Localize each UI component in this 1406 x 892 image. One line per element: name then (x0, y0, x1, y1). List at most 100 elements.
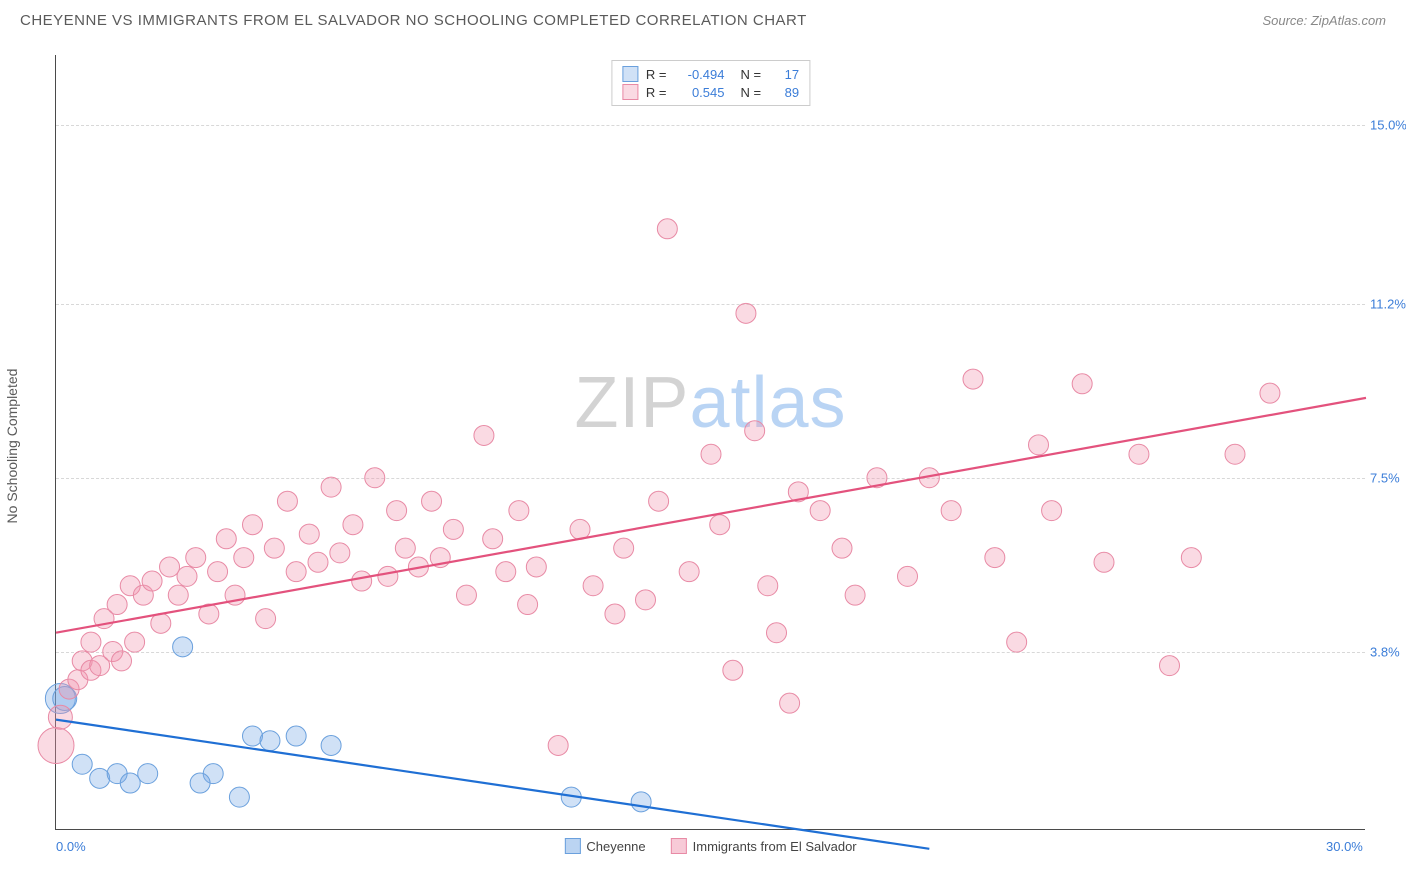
y-axis-label: No Schooling Completed (4, 369, 20, 524)
data-point (107, 595, 127, 615)
trend-line (56, 720, 929, 849)
data-point (1225, 444, 1245, 464)
y-tick-label: 15.0% (1370, 118, 1406, 133)
data-point (745, 421, 765, 441)
data-point (1160, 656, 1180, 676)
data-point (1072, 374, 1092, 394)
data-point (208, 562, 228, 582)
data-point (941, 501, 961, 521)
data-point (234, 548, 254, 568)
data-point (758, 576, 778, 596)
data-point (216, 529, 236, 549)
data-point (365, 468, 385, 488)
legend-n-value: 17 (769, 67, 799, 82)
chart-header: CHEYENNE VS IMMIGRANTS FROM EL SALVADOR … (20, 12, 1386, 29)
data-point (81, 632, 101, 652)
data-point (649, 491, 669, 511)
data-point (299, 524, 319, 544)
data-point (308, 552, 328, 572)
data-point (256, 609, 276, 629)
data-point (422, 491, 442, 511)
data-point (496, 562, 516, 582)
data-point (260, 731, 280, 751)
data-point (767, 623, 787, 643)
data-point (286, 726, 306, 746)
legend-series: Cheyenne Immigrants from El Salvador (564, 838, 856, 854)
data-point (1042, 501, 1062, 521)
data-point (845, 585, 865, 605)
data-point (286, 562, 306, 582)
data-point (483, 529, 503, 549)
data-point (526, 557, 546, 577)
legend-correlation: R =-0.494N =17R =0.545N =89 (611, 60, 810, 106)
x-tick-label: 30.0% (1326, 839, 1363, 854)
data-point (160, 557, 180, 577)
data-point (321, 735, 341, 755)
data-point (1129, 444, 1149, 464)
data-point (112, 651, 132, 671)
legend-series-item: Cheyenne (564, 838, 645, 854)
data-point (780, 693, 800, 713)
data-point (120, 773, 140, 793)
legend-series-label: Cheyenne (586, 839, 645, 854)
data-point (583, 576, 603, 596)
data-point (631, 792, 651, 812)
data-point (90, 768, 110, 788)
legend-series-label: Immigrants from El Salvador (693, 839, 857, 854)
legend-correlation-row: R =0.545N =89 (622, 83, 799, 101)
legend-n-label: N = (741, 85, 762, 100)
data-point (701, 444, 721, 464)
x-tick-label: 0.0% (56, 839, 86, 854)
legend-r-label: R = (646, 85, 667, 100)
data-point (810, 501, 830, 521)
data-point (1181, 548, 1201, 568)
data-point (177, 566, 197, 586)
data-point (509, 501, 529, 521)
legend-r-value: 0.545 (675, 85, 725, 100)
data-point (277, 491, 297, 511)
data-point (330, 543, 350, 563)
data-point (38, 727, 74, 763)
data-point (456, 585, 476, 605)
legend-swatch (622, 66, 638, 82)
data-point (723, 660, 743, 680)
legend-swatch (622, 84, 638, 100)
data-point (173, 637, 193, 657)
data-point (186, 548, 206, 568)
data-point (963, 369, 983, 389)
chart-title: CHEYENNE VS IMMIGRANTS FROM EL SALVADOR … (20, 12, 807, 29)
legend-r-value: -0.494 (675, 67, 725, 82)
data-point (474, 425, 494, 445)
data-point (264, 538, 284, 558)
data-point (832, 538, 852, 558)
data-point (229, 787, 249, 807)
legend-swatch (564, 838, 580, 854)
legend-correlation-row: R =-0.494N =17 (622, 65, 799, 83)
data-point (985, 548, 1005, 568)
data-point (125, 632, 145, 652)
data-point (321, 477, 341, 497)
data-point (605, 604, 625, 624)
data-point (657, 219, 677, 239)
chart-area: ZIPatlas 3.8%7.5%11.2%15.0% R =-0.494N =… (55, 55, 1365, 830)
data-point (679, 562, 699, 582)
data-point (352, 571, 372, 591)
data-point (395, 538, 415, 558)
data-point (243, 726, 263, 746)
data-point (168, 585, 188, 605)
data-point (898, 566, 918, 586)
data-point (614, 538, 634, 558)
data-point (443, 519, 463, 539)
data-point (190, 773, 210, 793)
data-point (387, 501, 407, 521)
data-point (343, 515, 363, 535)
data-point (1029, 435, 1049, 455)
source-label: Source: ZipAtlas.com (1262, 13, 1386, 28)
y-tick-label: 3.8% (1370, 644, 1406, 659)
data-point (48, 705, 72, 729)
data-point (1094, 552, 1114, 572)
data-point (243, 515, 263, 535)
legend-swatch (671, 838, 687, 854)
y-tick-label: 11.2% (1370, 296, 1406, 311)
data-point (378, 566, 398, 586)
